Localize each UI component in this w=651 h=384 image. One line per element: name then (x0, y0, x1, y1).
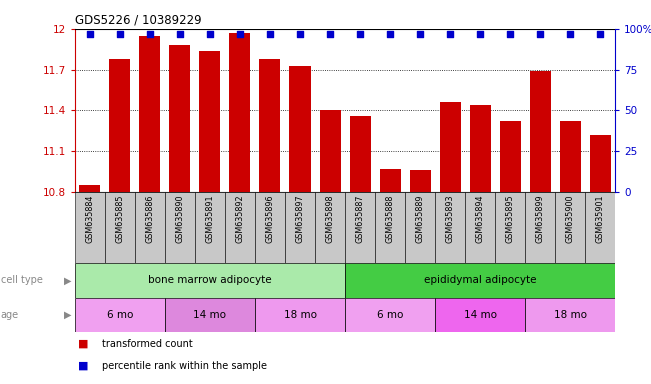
Bar (260, 59, 281, 192)
Text: GSM635889: GSM635889 (415, 195, 424, 243)
Text: percentile rank within the sample: percentile rank within the sample (102, 361, 267, 371)
Bar (225, 192, 255, 263)
Text: transformed count: transformed count (102, 339, 193, 349)
Bar (585, 192, 615, 263)
Bar (79, 185, 100, 192)
Text: GSM635893: GSM635893 (445, 195, 454, 243)
Bar (465, 192, 495, 263)
Bar (435, 298, 525, 332)
Point (385, 31, 395, 37)
Text: GSM635894: GSM635894 (476, 195, 484, 243)
Text: 6 mo: 6 mo (377, 310, 403, 320)
Point (595, 31, 605, 37)
Point (475, 31, 485, 37)
Text: GDS5226 / 10389229: GDS5226 / 10389229 (75, 13, 202, 26)
Bar (530, 71, 551, 192)
Bar (139, 36, 160, 192)
Bar (380, 169, 400, 192)
Text: ■: ■ (78, 361, 89, 371)
Point (174, 31, 185, 37)
Text: GSM635884: GSM635884 (85, 195, 94, 243)
Text: 18 mo: 18 mo (283, 310, 316, 320)
Text: GSM635892: GSM635892 (236, 195, 245, 243)
Point (565, 31, 575, 37)
Bar (290, 66, 311, 192)
Bar (109, 59, 130, 192)
Text: epididymal adipocyte: epididymal adipocyte (424, 275, 536, 285)
Bar (469, 105, 491, 192)
Bar (165, 298, 255, 332)
Text: GSM635887: GSM635887 (355, 195, 365, 243)
Text: ▶: ▶ (64, 275, 72, 285)
Point (145, 31, 155, 37)
Bar (435, 192, 465, 263)
Text: GSM635890: GSM635890 (175, 195, 184, 243)
Text: GSM635897: GSM635897 (296, 195, 305, 243)
Bar (165, 192, 195, 263)
Point (265, 31, 275, 37)
Bar (345, 298, 435, 332)
Text: GSM635891: GSM635891 (206, 195, 214, 243)
Point (505, 31, 516, 37)
Bar (169, 45, 191, 192)
Point (325, 31, 335, 37)
Text: ■: ■ (78, 339, 89, 349)
Bar (409, 170, 430, 192)
Bar (499, 121, 521, 192)
Bar (75, 263, 345, 298)
Text: GSM635899: GSM635899 (536, 195, 545, 243)
Text: 14 mo: 14 mo (193, 310, 227, 320)
Text: GSM635886: GSM635886 (145, 195, 154, 243)
Point (204, 31, 215, 37)
Bar (405, 192, 435, 263)
Text: 14 mo: 14 mo (464, 310, 497, 320)
Bar (315, 192, 345, 263)
Text: GSM635898: GSM635898 (326, 195, 335, 243)
Bar (560, 121, 581, 192)
Point (295, 31, 305, 37)
Bar (495, 192, 525, 263)
Point (85, 31, 95, 37)
Bar (135, 192, 165, 263)
Bar (555, 192, 585, 263)
Point (415, 31, 425, 37)
Text: age: age (1, 310, 19, 320)
Bar (255, 298, 345, 332)
Text: GSM635888: GSM635888 (385, 195, 395, 243)
Bar (255, 192, 285, 263)
Bar (320, 111, 340, 192)
Text: 18 mo: 18 mo (553, 310, 587, 320)
Point (235, 31, 245, 37)
Bar (590, 135, 611, 192)
Bar (229, 33, 251, 192)
Point (445, 31, 455, 37)
Point (355, 31, 365, 37)
Text: ▶: ▶ (64, 310, 72, 320)
Text: GSM635900: GSM635900 (566, 195, 575, 243)
Text: bone marrow adipocyte: bone marrow adipocyte (148, 275, 271, 285)
Bar (199, 51, 221, 192)
Text: GSM635896: GSM635896 (266, 195, 275, 243)
Bar (195, 192, 225, 263)
Text: 6 mo: 6 mo (107, 310, 133, 320)
Bar (105, 192, 135, 263)
Bar (285, 192, 315, 263)
Bar (375, 192, 405, 263)
Text: cell type: cell type (1, 275, 42, 285)
Bar (75, 192, 105, 263)
Bar (525, 192, 555, 263)
Bar (345, 263, 615, 298)
Bar (75, 298, 165, 332)
Bar (350, 116, 370, 192)
Bar (525, 298, 615, 332)
Bar (345, 192, 375, 263)
Text: GSM635895: GSM635895 (506, 195, 515, 243)
Point (115, 31, 125, 37)
Point (535, 31, 546, 37)
Bar (439, 102, 461, 192)
Text: GSM635885: GSM635885 (115, 195, 124, 243)
Text: GSM635901: GSM635901 (596, 195, 605, 243)
